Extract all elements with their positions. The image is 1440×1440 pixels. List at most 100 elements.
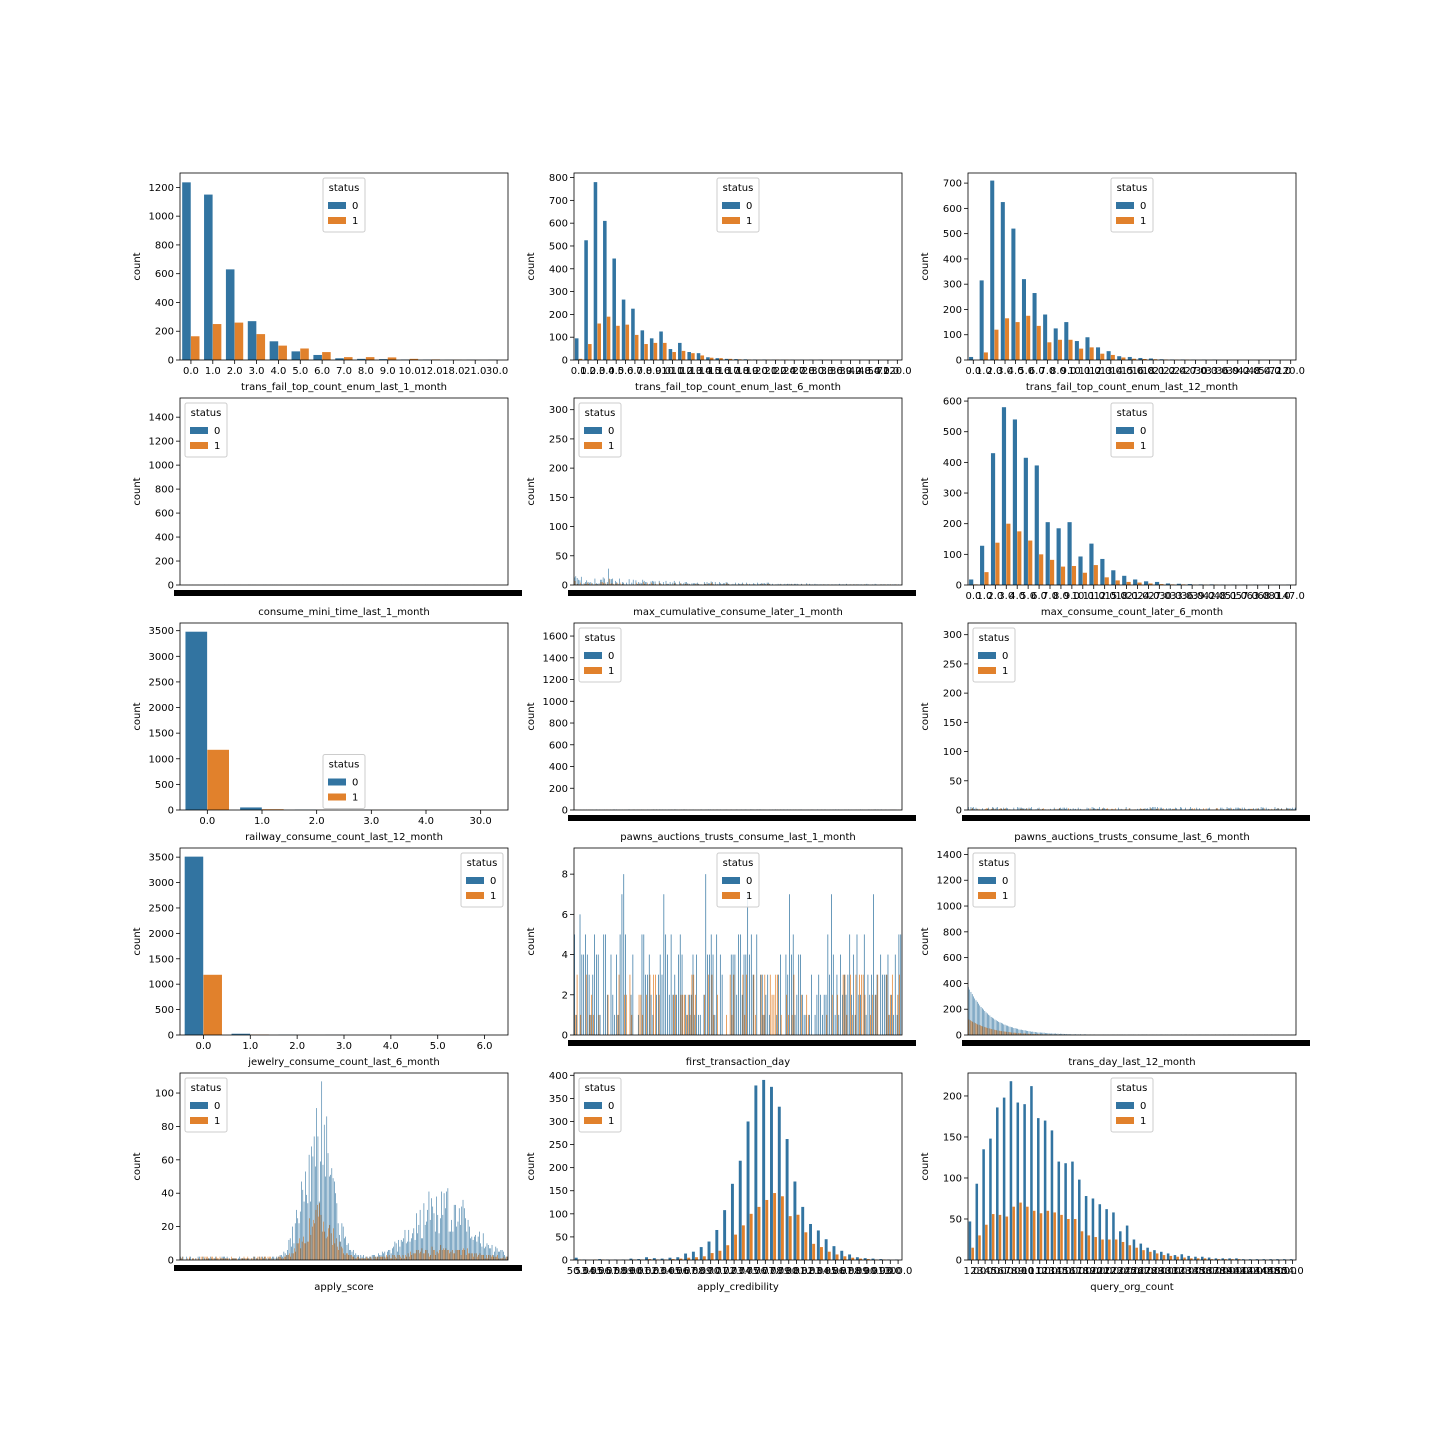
bar-s1 (379, 1256, 381, 1260)
bar-s0 (648, 954, 650, 1035)
bar-s1 (364, 1258, 366, 1260)
bar-s1 (416, 1249, 418, 1260)
x-tick-label: 3.0 (997, 366, 1013, 377)
bar-s0 (706, 357, 710, 360)
bar-s0 (838, 1014, 840, 1035)
bar-s0 (747, 894, 749, 1035)
bar-s0 (869, 994, 871, 1035)
bar-s1 (1196, 1258, 1200, 1260)
bar-s0 (368, 1258, 369, 1260)
x-tick-label: 1.0 (976, 591, 992, 602)
bar-s0 (1258, 808, 1259, 810)
bar-s0 (1021, 807, 1022, 810)
bar-s0 (414, 1239, 416, 1260)
bar-s0 (1096, 808, 1098, 810)
bar-s0 (734, 359, 738, 360)
bar-s1 (580, 582, 581, 585)
x-tick-label: 24.0 (1174, 366, 1196, 377)
bar-s0 (358, 1254, 359, 1260)
bar-s0 (1235, 1258, 1238, 1260)
bar-s0 (1032, 1031, 1034, 1035)
bar-s1 (1174, 808, 1175, 810)
x-tick-label: 2.0 (589, 366, 605, 377)
bar-s1 (456, 1249, 458, 1260)
y-tick-label: 100 (155, 1089, 174, 1100)
bar-s0 (684, 1253, 688, 1260)
bar-s0 (610, 954, 612, 1035)
x-tick-label: 45.0 (1261, 1266, 1283, 1277)
bar-s0 (494, 1251, 495, 1260)
x-tick-label: 74.0 (739, 1266, 761, 1277)
x-tick-label: 9.0 (655, 366, 671, 377)
bar-s1 (1019, 1202, 1022, 1260)
bar-s1 (381, 1256, 382, 1260)
bar-s0 (814, 583, 816, 585)
bar-s0 (282, 1256, 283, 1260)
x-tick-label: 14.0 (699, 366, 721, 377)
bar-s0 (740, 934, 741, 1035)
bar-s1 (231, 1256, 232, 1260)
y-tick-label: 200 (943, 689, 962, 700)
x-tick-label: 48.0 (1268, 1266, 1290, 1277)
bar-s0 (975, 807, 977, 810)
bar-s0 (707, 954, 708, 1035)
bar-s0 (469, 1226, 470, 1260)
x-axis-label: apply_score (314, 1282, 373, 1293)
x-tick-label: 69.0 (700, 1266, 722, 1277)
bar-s0 (757, 582, 758, 585)
bar-s1 (1050, 559, 1055, 585)
bar-s0 (1005, 807, 1007, 810)
legend-swatch-1 (190, 1117, 208, 1124)
bar-s0 (621, 299, 626, 360)
x-tick-label: 57.0 (606, 1266, 628, 1277)
x-tick-label: 11.0 (1083, 591, 1105, 602)
bar-s0 (302, 1189, 304, 1260)
bar-s0 (630, 994, 632, 1035)
y-tick-label: 200 (549, 1163, 568, 1174)
bar-s0 (887, 954, 889, 1035)
bar-s0 (982, 1149, 985, 1260)
bar-s0 (381, 1251, 383, 1260)
bar-s0 (697, 582, 698, 585)
bar-s0 (1021, 1029, 1022, 1035)
bar-s0 (340, 1241, 341, 1260)
bar-s0 (589, 582, 590, 585)
bar-s0 (240, 1258, 242, 1260)
bar-s0 (715, 1229, 719, 1260)
bar-s0 (1156, 808, 1157, 810)
bar-s0 (969, 579, 974, 585)
bar-s1 (445, 1248, 447, 1260)
x-tick-label: 10.0 (1068, 366, 1090, 377)
bar-s0 (255, 1258, 257, 1260)
bar-s0 (357, 358, 366, 360)
bar-s0 (359, 1258, 360, 1260)
bar-s0 (1216, 808, 1218, 810)
bar-s0 (204, 194, 213, 360)
x-tick-label: 0.0 (965, 366, 981, 377)
x-tick-label: 7.0 (1039, 366, 1055, 377)
x-tick-label: 30.0 (470, 816, 492, 827)
bar-s1 (1060, 1214, 1063, 1260)
bar-s1 (625, 994, 627, 1035)
bar-s1 (1157, 808, 1159, 810)
bar-s0 (818, 974, 820, 1035)
bar-s0 (1058, 1033, 1060, 1035)
bar-s0 (248, 1258, 249, 1260)
legend-swatch-0 (584, 427, 602, 434)
x-axis-label: trans_fail_top_count_enum_last_1_month (241, 382, 447, 393)
x-tick-labels-overlap (174, 590, 522, 596)
bar-s0 (1194, 1256, 1197, 1260)
bar-s0 (721, 583, 723, 585)
bar-s0 (332, 1178, 334, 1260)
bar-s1 (1155, 1253, 1159, 1260)
bar-s0 (330, 1174, 331, 1260)
bar-s1 (258, 1256, 260, 1260)
bar-s0 (796, 994, 798, 1035)
bar-s1 (1073, 1218, 1077, 1260)
y-tick-label: 80 (161, 1122, 174, 1133)
bar-s1 (257, 1256, 259, 1260)
x-tick-label: 84.0 (817, 1266, 839, 1277)
bar-s0 (794, 583, 795, 585)
bar-s1 (214, 1258, 216, 1260)
bar-s0 (647, 974, 648, 1035)
